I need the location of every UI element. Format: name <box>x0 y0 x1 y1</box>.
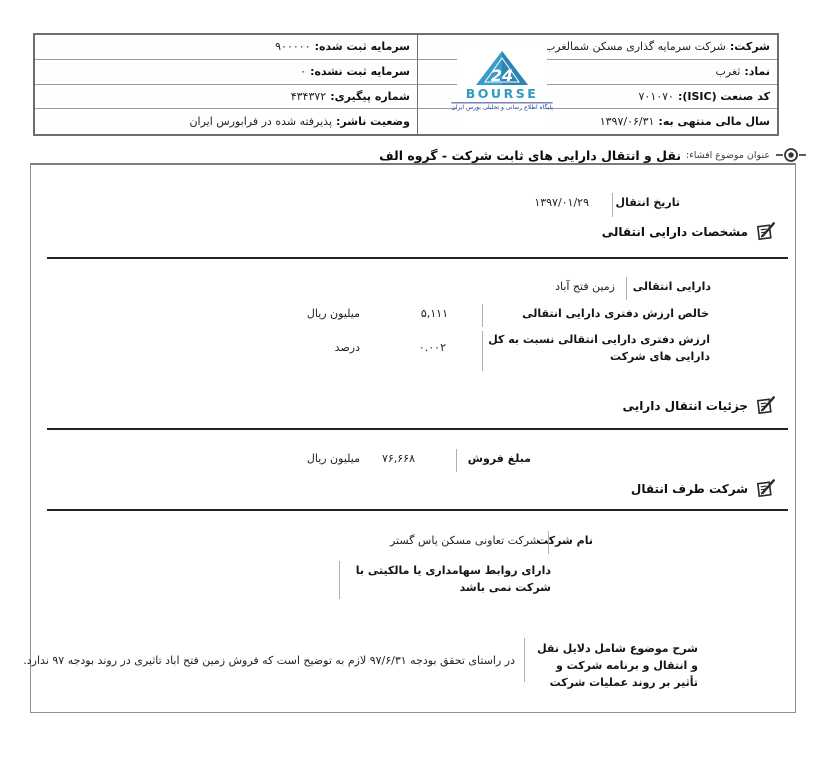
registered-capital-value: ۹۰۰۰۰۰ <box>275 40 311 54</box>
section-divider <box>47 509 788 511</box>
section-asset-specs-title: مشخصات دارایی انتقالی <box>601 224 748 239</box>
disclosure-title-row: عنوان موضوع افشاء: نقل و انتقال دارایی ه… <box>379 147 807 163</box>
edit-note-icon <box>756 222 775 241</box>
isic-cell: کد صنعت (ISIC): ۷۰۱۰۷۰ <box>417 84 777 110</box>
transfer-date-value: ۱۳۹۷/۰۱/۲۹ <box>534 196 589 209</box>
registered-capital-label: سرمایه ثبت شده: <box>314 40 410 54</box>
ratio-label: ارزش دفتری دارایی انتقالی نسبت به کل دار… <box>488 333 710 364</box>
bourse24-triangle-icon: 24 <box>476 51 528 85</box>
ratio-value: ۰.۰۰۲ <box>418 341 446 354</box>
description-value: در راستای تحقق بودجه ۹۷/۶/۳۱ لازم به توض… <box>23 654 515 667</box>
section-counterparty-title: شرکت طرف انتقال <box>630 481 748 496</box>
registered-capital-cell: سرمایه ثبت شده: ۹۰۰۰۰۰ <box>35 35 417 60</box>
bullet-target-icon <box>776 148 806 162</box>
section-divider <box>47 257 788 259</box>
company-label: شرکت: <box>729 40 770 54</box>
symbol-cell: نماد: ثغرب <box>417 59 777 85</box>
field-separator <box>339 561 340 599</box>
relation-statement: دارای روابط سهامداری یا مالکیتی با شرکت … <box>355 564 551 595</box>
publisher-status-cell: وضعیت ناشر: پذیرفته شده در فرابورس ایران <box>35 109 417 134</box>
counterparty-name-value: شرکت تعاونی مسکن یاس گستر <box>389 534 539 547</box>
unregistered-capital-value: ۰ <box>300 65 307 79</box>
description-label: شرح موضوع شامل دلایل نقل و انتقال و برنا… <box>537 642 698 690</box>
fiscal-year-label: سال مالی منتهی به: <box>658 115 770 129</box>
disclosure-form-box: تاریخ انتقال ۱۳۹۷/۰۱/۲۹ مشخصات دارایی ان… <box>23 163 796 713</box>
section-divider <box>47 428 788 430</box>
symbol-value: ثغرب <box>715 65 741 79</box>
field-separator <box>482 304 483 327</box>
field-separator <box>482 331 483 371</box>
transfer-date-label: تاریخ انتقال <box>615 196 680 209</box>
logo-brand-text: BOURSE <box>465 86 539 101</box>
net-book-value-label: خالص ارزش دفتری دارایی انتقالی <box>522 307 709 320</box>
counterparty-name-label: نام شرکت <box>537 534 593 547</box>
section-asset-specs-header: مشخصات دارایی انتقالی <box>602 220 777 243</box>
logo-tagline: پایگاه اطلاع رسانی و تحلیلی بورس ایران <box>451 102 553 112</box>
publisher-status-value: پذیرفته شده در فرابورس ایران <box>189 115 333 129</box>
publisher-status-label: وضعیت ناشر: <box>336 115 410 129</box>
edit-note-icon <box>756 396 775 415</box>
sale-amount-label: مبلغ فروش <box>467 452 531 465</box>
unregistered-capital-label: سرمایه ثبت نشده: <box>310 65 410 79</box>
section-counterparty-header: شرکت طرف انتقال <box>631 477 777 500</box>
company-value: شرکت سرمایه گذاری مسکن شمالغرب <box>544 40 726 54</box>
section-transfer-details-title: جزئیات انتقال دارایی <box>622 398 748 413</box>
logo-24-text: 24 <box>491 66 513 85</box>
fiscal-year-cell: سال مالی منتهی به: ۱۳۹۷/۰۶/۳۱ <box>417 109 777 134</box>
sale-amount-unit: میلیون ریال <box>306 452 360 465</box>
field-separator <box>612 193 613 217</box>
title-prefix: عنوان موضوع افشاء: <box>686 149 770 161</box>
page-title: نقل و انتقال دارایی های ثابت شرکت - گروه… <box>379 147 682 163</box>
bourse24-logo: 24 BOURSE پایگاه اطلاع رسانی و تحلیلی بو… <box>451 45 553 132</box>
field-separator <box>524 638 525 682</box>
ratio-unit: درصد <box>334 341 360 354</box>
asset-value: زمین فتح آباد <box>555 280 615 293</box>
field-separator <box>626 277 627 300</box>
isic-label: کد صنعت (ISIC): <box>677 89 770 103</box>
net-book-value-unit: میلیون ریال <box>306 307 360 320</box>
tracking-number-label: شماره پیگیری: <box>330 89 410 103</box>
field-separator <box>548 531 549 554</box>
symbol-label: نماد: <box>744 65 770 79</box>
asset-label: دارایی انتقالی <box>632 280 711 293</box>
company-name-cell: شرکت: شرکت سرمایه گذاری مسکن شمالغرب <box>417 35 777 60</box>
unregistered-capital-cell: سرمایه ثبت نشده: ۰ <box>35 60 417 85</box>
field-separator <box>456 449 457 472</box>
tracking-number-cell: شماره پیگیری: ۴۳۴۳۷۲ <box>35 85 417 110</box>
edit-note-icon <box>756 479 775 498</box>
company-info-table: شرکت: شرکت سرمایه گذاری مسکن شمالغرب سرم… <box>33 33 779 136</box>
sale-amount-value: ۷۶,۶۶۸ <box>381 452 415 465</box>
net-book-value-value: ۵,۱۱۱ <box>420 307 448 320</box>
isic-value: ۷۰۱۰۷۰ <box>638 89 674 103</box>
section-transfer-details-header: جزئیات انتقال دارایی <box>623 394 777 417</box>
tracking-number-value: ۴۳۴۳۷۲ <box>290 89 327 103</box>
fiscal-year-value: ۱۳۹۷/۰۶/۳۱ <box>599 115 655 129</box>
